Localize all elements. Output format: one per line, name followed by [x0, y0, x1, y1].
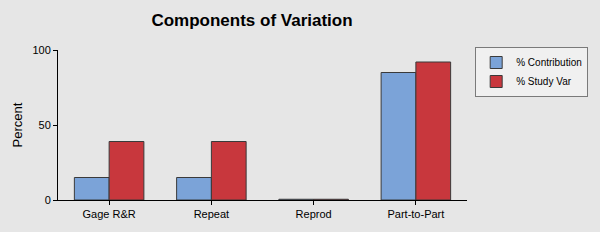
svg-text:50: 50	[39, 119, 51, 131]
svg-text:Part-to-Part: Part-to-Part	[387, 208, 444, 220]
svg-text:Reprod: Reprod	[296, 208, 332, 220]
svg-text:Components of Variation: Components of Variation	[151, 11, 352, 30]
svg-text:100: 100	[32, 44, 50, 56]
svg-text:Gage R&R: Gage R&R	[83, 208, 136, 220]
svg-text:% Study Var: % Study Var	[516, 76, 572, 87]
svg-text:0: 0	[45, 194, 51, 206]
svg-text:% Contribution: % Contribution	[516, 57, 582, 68]
svg-text:Percent: Percent	[10, 102, 25, 147]
svg-text:Repeat: Repeat	[194, 208, 229, 220]
